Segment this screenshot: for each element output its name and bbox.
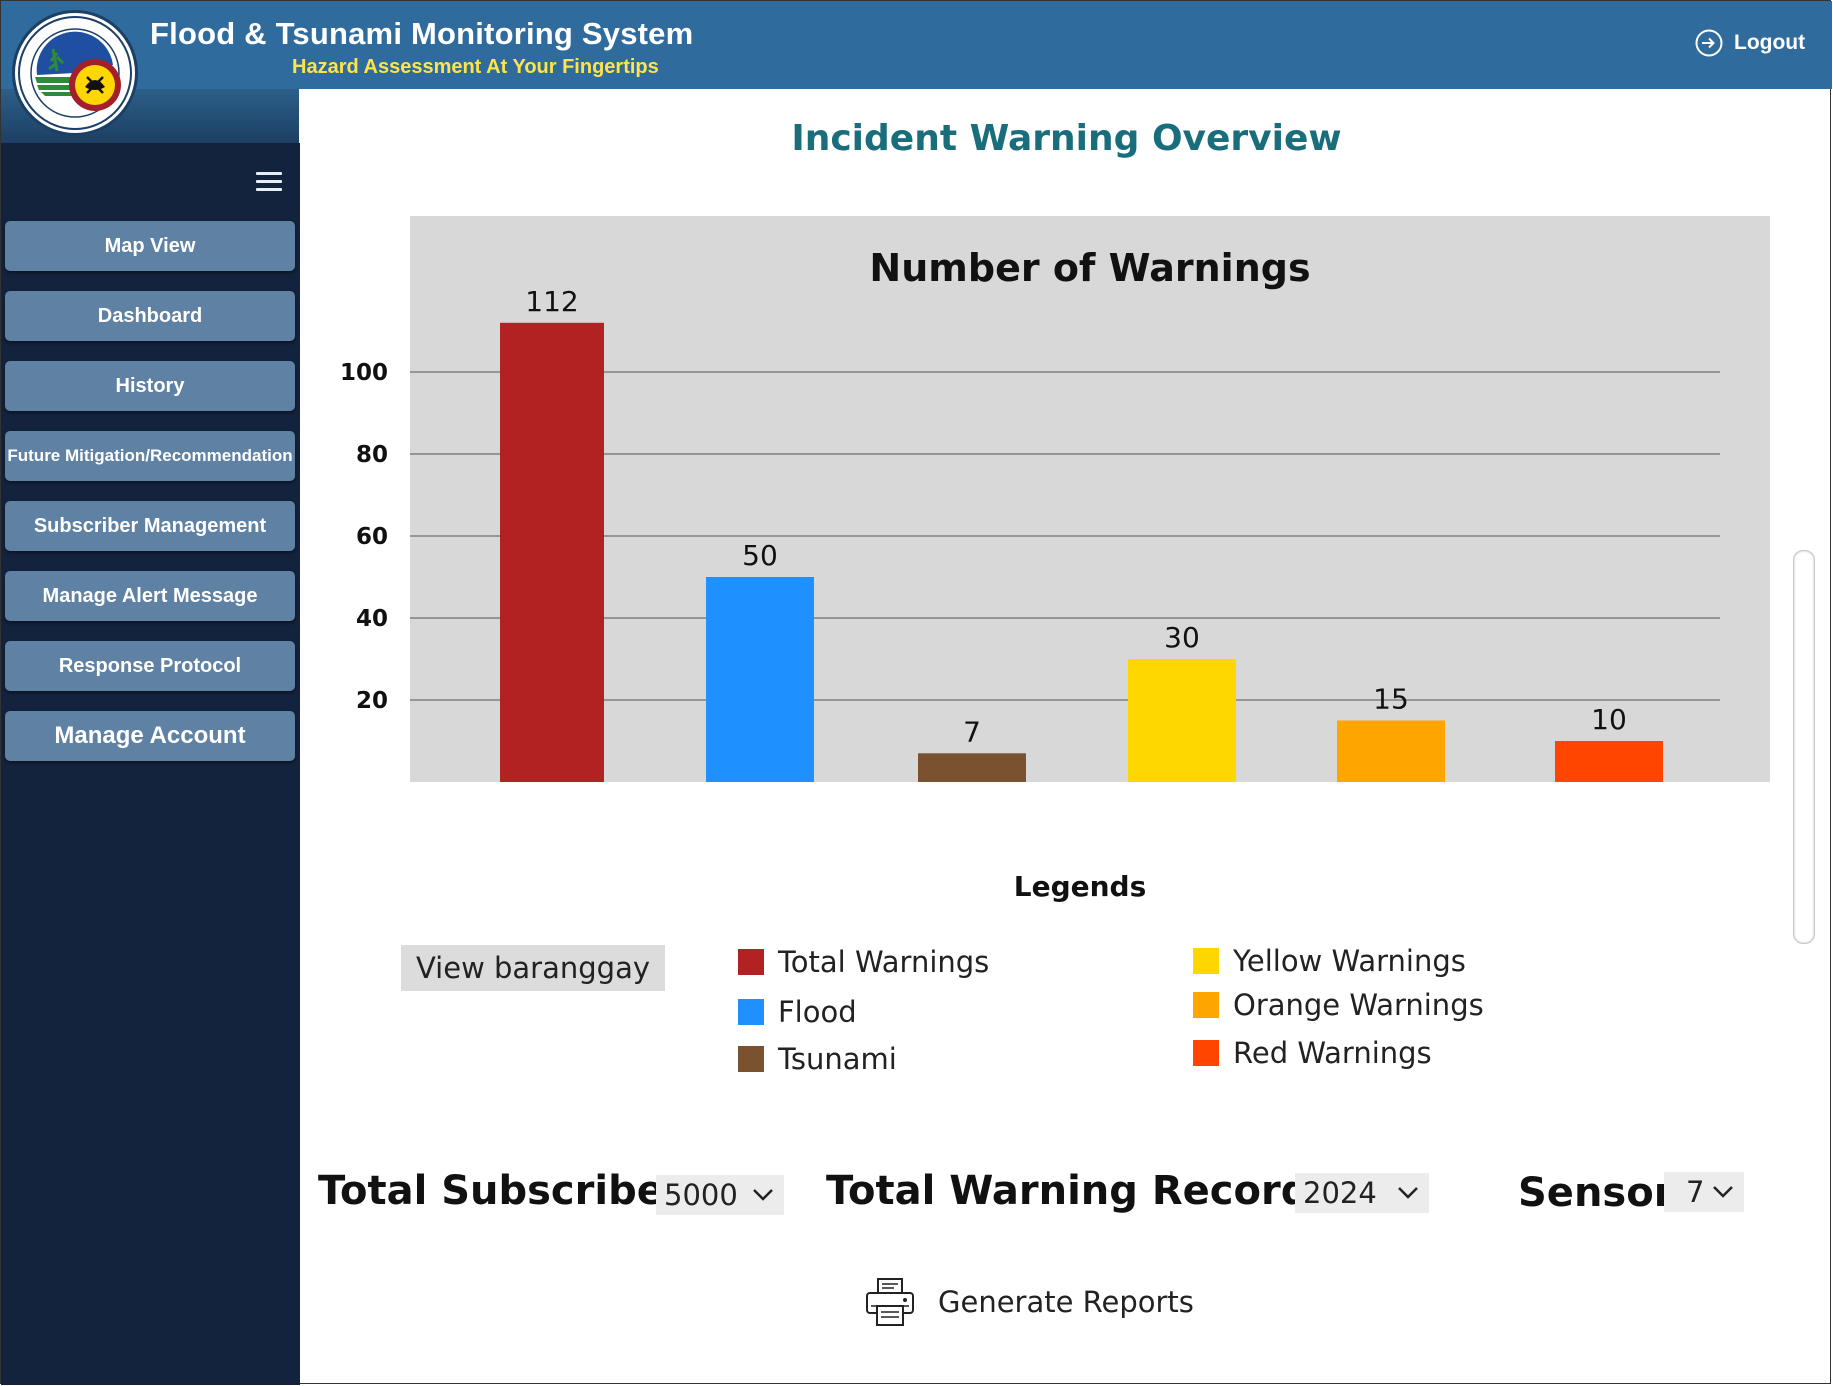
bar-total-warnings (500, 322, 604, 782)
bar-tsunami (918, 753, 1026, 782)
legend-label: Total Warnings (778, 945, 990, 979)
legend-swatch (738, 999, 764, 1025)
generate-reports-label: Generate Reports (938, 1285, 1194, 1319)
y-tick-label: 60 (356, 524, 388, 550)
bar-flood (706, 577, 814, 782)
top-header (1, 1, 1832, 89)
bar-orange-warnings (1337, 720, 1445, 782)
y-tick-label: 100 (340, 360, 388, 386)
legend-label: Tsunami (778, 1042, 897, 1076)
legend-swatch (738, 1046, 764, 1072)
legend-item-total-warnings: Total Warnings (738, 945, 989, 979)
bar-value-label: 30 (1164, 621, 1200, 654)
sensor-value: 7 (1686, 1175, 1705, 1209)
sensor-select[interactable]: 7 (1664, 1172, 1744, 1212)
total-subscriber-select[interactable]: 5000 (656, 1175, 784, 1215)
legends-title: Legends (1013, 870, 1147, 903)
chevron-down-icon (1713, 1186, 1733, 1198)
bar-value-label: 112 (525, 285, 578, 318)
warnings-bar-chart: 20 40 60 80 100 112 50 7 30 15 10 (340, 285, 1720, 782)
y-tick-label: 80 (356, 442, 388, 468)
view-barangay-button[interactable]: View baranggay (401, 945, 665, 991)
legend-item-tsunami: Tsunami (738, 1042, 897, 1076)
logout-icon (1695, 29, 1723, 57)
sidebar-item-subscriber-management[interactable]: Subscriber Management (5, 501, 295, 551)
legend-swatch (738, 949, 764, 975)
bar-yellow-warnings (1128, 659, 1236, 782)
warnings-chart-panel: Number of Warnings (410, 216, 1770, 782)
chevron-down-icon (1398, 1187, 1418, 1199)
sidebar (1, 143, 300, 1385)
sidebar-item-manage-alert-message[interactable]: Manage Alert Message (5, 571, 295, 621)
sidebar-item-future-mitigation[interactable]: Future Mitigation/Recommendation (5, 431, 295, 481)
generate-reports-button[interactable]: Generate Reports (864, 1276, 1194, 1328)
legend-item-orange-warnings: Orange Warnings (1193, 988, 1484, 1022)
bar-value-label: 50 (742, 539, 778, 572)
app-subtitle: Hazard Assessment At Your Fingertips (292, 56, 659, 78)
logout-button[interactable]: Logout (1694, 28, 1805, 58)
bar-red-warnings (1555, 741, 1663, 782)
hamburger-menu-icon[interactable] (256, 172, 282, 194)
sidebar-item-manage-account[interactable]: Manage Account (5, 711, 295, 761)
sensor-label: Sensor (1518, 1170, 1674, 1216)
sidebar-item-map-view[interactable]: Map View (5, 221, 295, 271)
bar-value-label: 7 (963, 715, 981, 748)
legend-item-red-warnings: Red Warnings (1193, 1036, 1432, 1070)
legend-label: Orange Warnings (1233, 988, 1484, 1022)
legend-item-yellow-warnings: Yellow Warnings (1193, 944, 1466, 978)
vertical-scrollbar[interactable] (1793, 550, 1815, 944)
sidebar-item-dashboard[interactable]: Dashboard (5, 291, 295, 341)
total-subscriber-label: Total Subscriber (318, 1168, 684, 1214)
total-warning-records-select[interactable]: 2024 (1295, 1173, 1429, 1213)
legend-swatch (1193, 948, 1219, 974)
sidebar-item-history[interactable]: History (5, 361, 295, 411)
legend-label: Flood (778, 995, 857, 1029)
legend-swatch (1193, 1040, 1219, 1066)
total-subscriber-value: 5000 (664, 1178, 738, 1212)
legend-label: Red Warnings (1233, 1036, 1432, 1070)
y-tick-label: 40 (356, 606, 388, 632)
legend-swatch (1193, 992, 1219, 1018)
app-title: Flood & Tsunami Monitoring System (150, 16, 694, 51)
page-title: Incident Warning Overview (791, 118, 1342, 159)
bar-value-label: 10 (1591, 703, 1627, 736)
total-warning-records-label: Total Warning Records (826, 1168, 1334, 1214)
y-tick-label: 20 (356, 688, 388, 714)
total-warning-records-value: 2024 (1303, 1176, 1377, 1210)
printer-icon (866, 1278, 914, 1326)
agency-logo (12, 10, 138, 136)
bar-value-label: 15 (1373, 683, 1409, 716)
legend-label: Yellow Warnings (1233, 944, 1466, 978)
legend-item-flood: Flood (738, 995, 857, 1029)
chart-title: Number of Warnings (869, 246, 1311, 290)
agency-seal-icon (18, 16, 132, 130)
logout-label: Logout (1734, 31, 1806, 54)
chevron-down-icon (753, 1189, 773, 1201)
sidebar-item-response-protocol[interactable]: Response Protocol (5, 641, 295, 691)
